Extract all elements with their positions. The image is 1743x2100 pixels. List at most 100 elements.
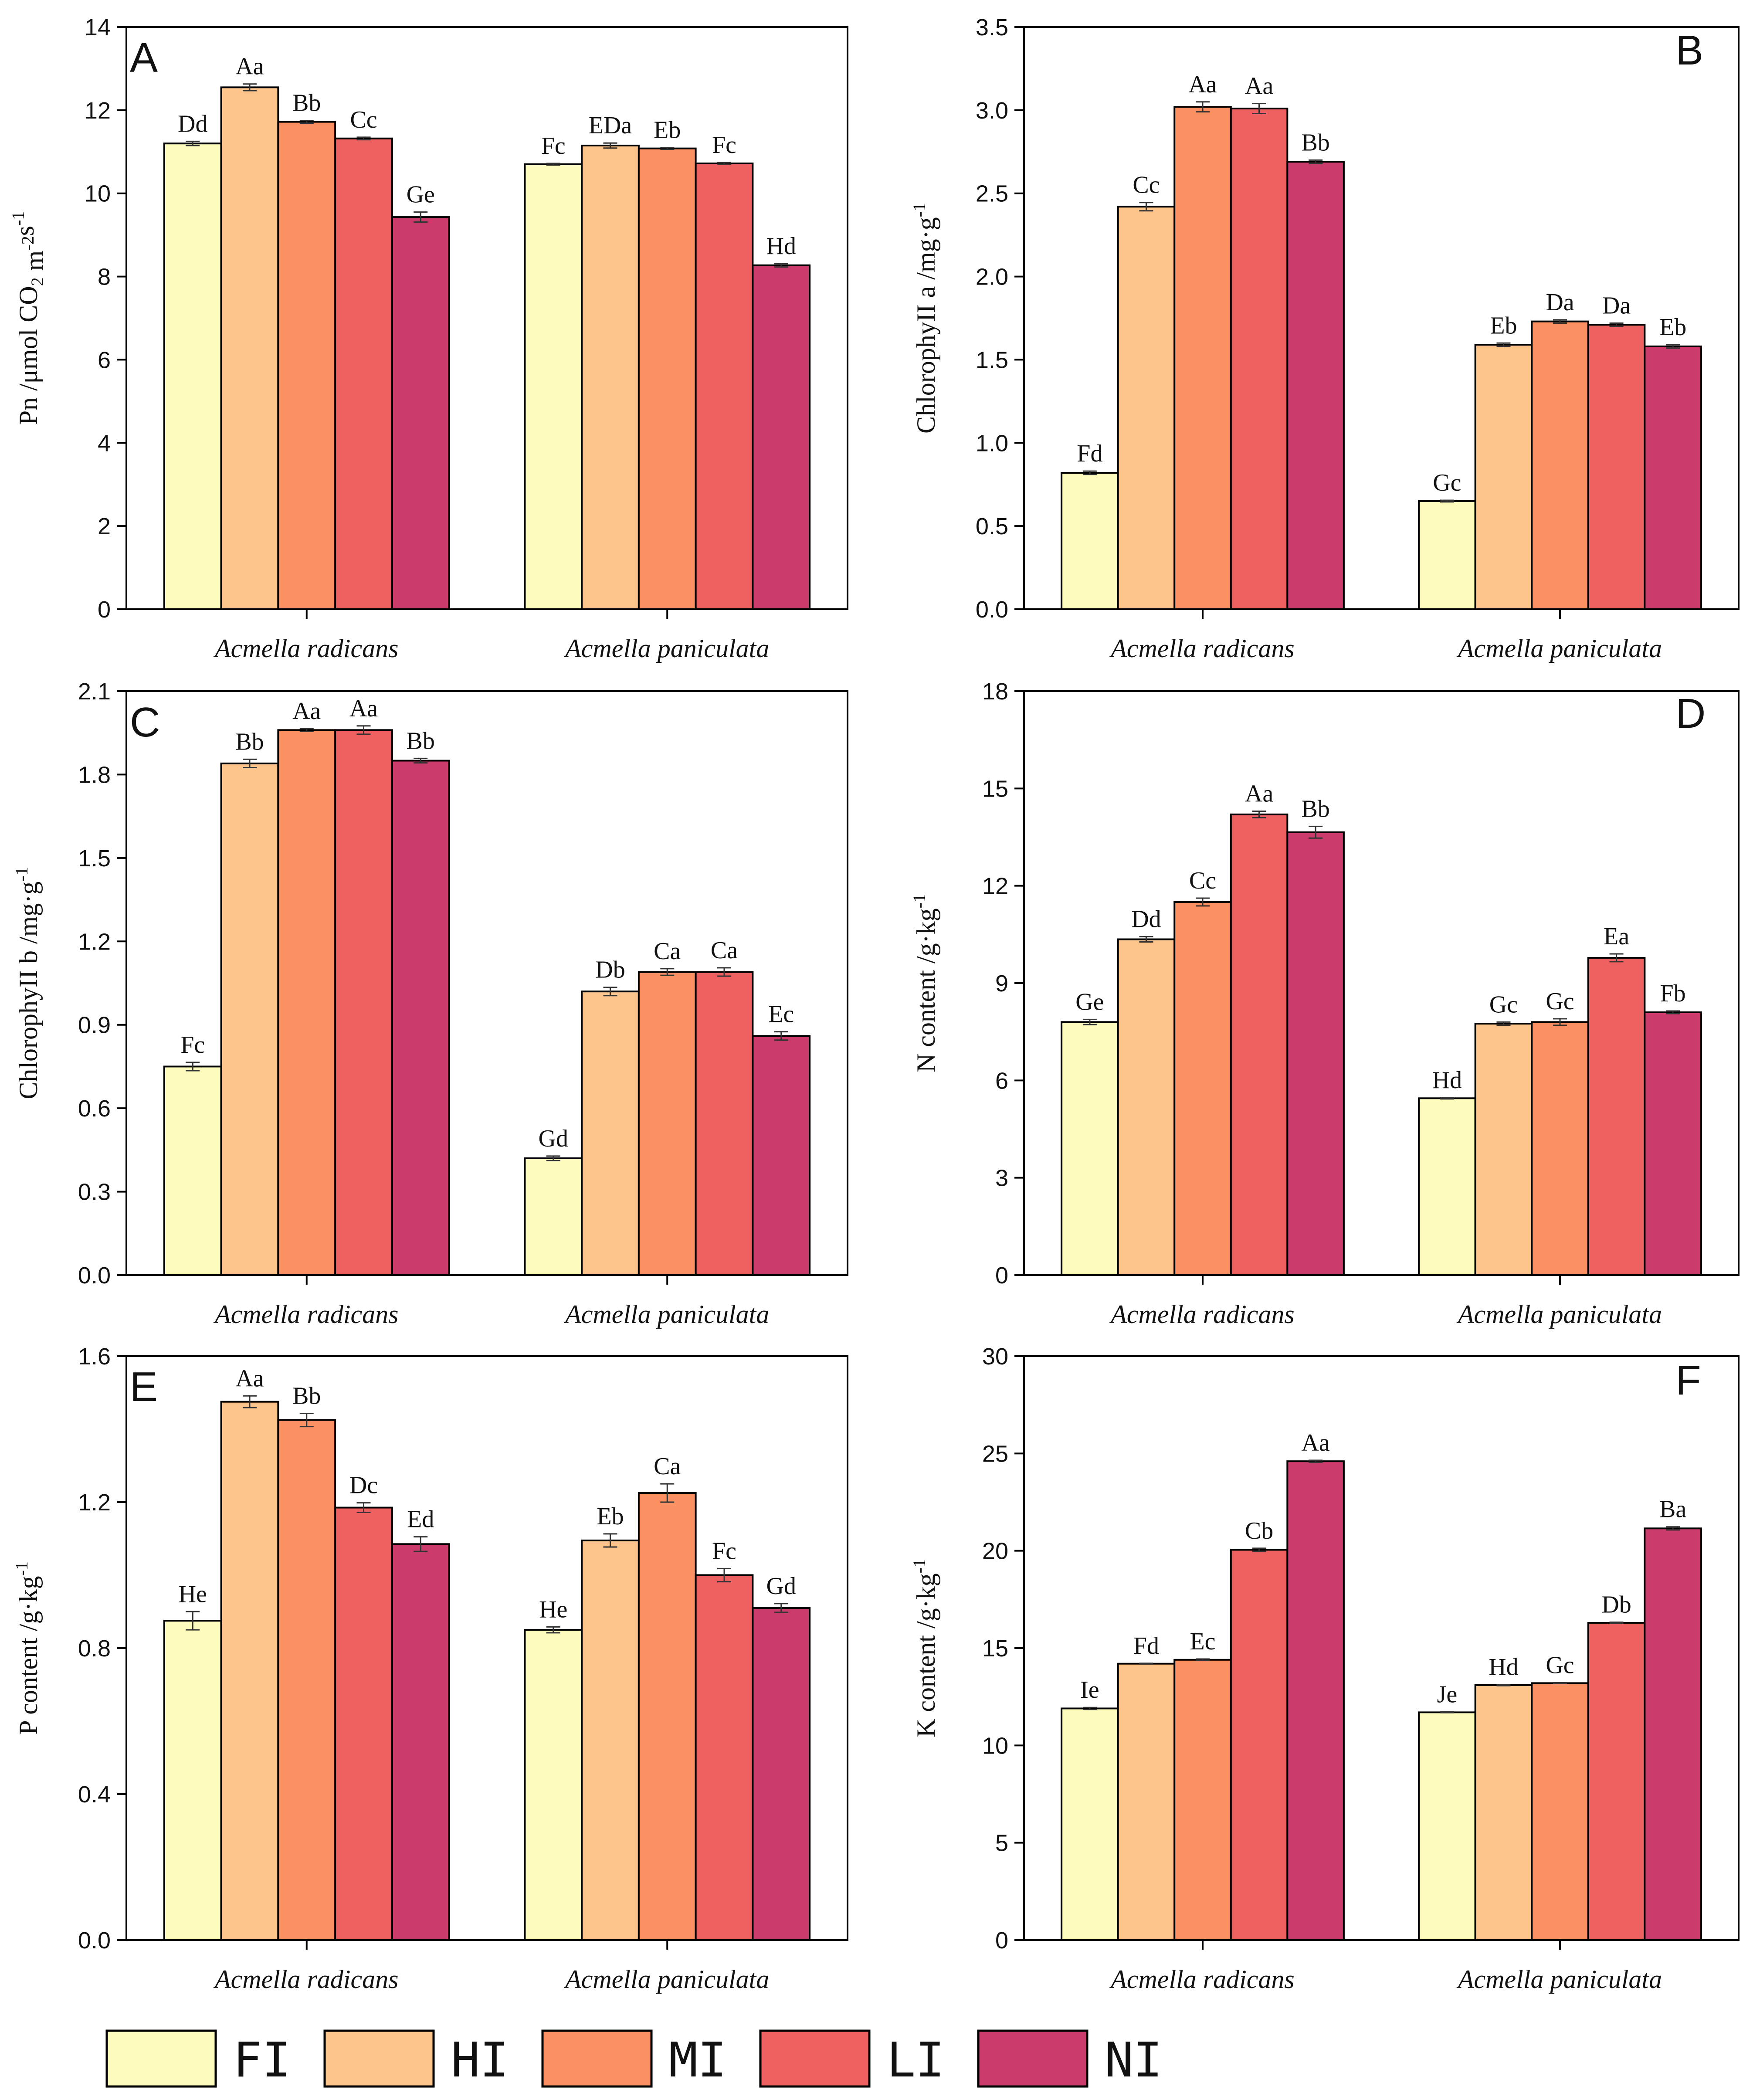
error-bar [1252, 1547, 1266, 1552]
legend-item-mi: MI [541, 2029, 726, 2088]
error-bar [1666, 1526, 1680, 1531]
error-bar [243, 1395, 257, 1408]
y-tick-label: 1.5 [78, 845, 111, 872]
panel-letter: C [130, 699, 160, 746]
bar-hi [1117, 206, 1176, 611]
bar-mi [638, 147, 697, 610]
data-label: Bb [1301, 129, 1329, 156]
bar-li [334, 137, 393, 611]
error-bar [1496, 1021, 1511, 1026]
bar-hi [581, 144, 640, 610]
data-label: Bb [235, 728, 264, 755]
data-label: Ba [1659, 1496, 1686, 1523]
error-bar [1553, 1018, 1567, 1026]
legend: FI HI MI LI NI [105, 2029, 1162, 2088]
bar-ni [391, 760, 450, 1276]
data-label: Ca [711, 937, 738, 964]
bar-li [1230, 813, 1289, 1276]
y-axis-label: P content /g·kg-1 [12, 1561, 43, 1735]
bar-li [1230, 1549, 1289, 1941]
error-bar [1139, 1662, 1153, 1665]
y-tick-label: 0.0 [78, 1927, 111, 1954]
error-bar [1082, 1706, 1097, 1710]
legend-swatch [323, 2029, 435, 2088]
data-label: Ca [654, 938, 681, 965]
y-tick-label: 1.2 [78, 929, 111, 955]
bar-hi [1474, 1023, 1533, 1276]
data-label: Ed [407, 1506, 434, 1533]
y-tick-label: 2 [98, 513, 111, 539]
data-label: Je [1437, 1681, 1458, 1708]
bar-fi [163, 1620, 222, 1941]
legend-label: HI [451, 2032, 509, 2088]
data-label: EDa [589, 112, 632, 139]
bar-fi [1061, 472, 1119, 610]
error-bar [299, 120, 314, 124]
y-tick-label: 14 [85, 14, 111, 41]
y-tick-label: 0 [98, 597, 111, 623]
bar-fi [163, 1065, 222, 1276]
error-bar [356, 136, 371, 141]
error-bar [546, 163, 560, 166]
error-bar [603, 1533, 617, 1548]
data-label: Fd [1077, 440, 1102, 467]
data-label: He [179, 1581, 207, 1608]
data-label: Eb [1659, 314, 1686, 341]
bar-mi [1173, 1659, 1232, 1941]
bar-li [695, 163, 754, 610]
data-label: Cc [350, 106, 377, 133]
error-bar [186, 140, 200, 146]
error-bar [603, 142, 617, 149]
data-label: Gd [766, 1573, 796, 1600]
error-bar [1196, 101, 1210, 113]
error-bar [660, 968, 675, 976]
bar-mi [1173, 901, 1232, 1276]
data-label: Eb [597, 1503, 624, 1530]
bar-mi [277, 1419, 336, 1941]
y-tick-label: 15 [982, 776, 1008, 802]
y-tick-label: 1.0 [976, 430, 1008, 456]
y-axis-label: ChlorophyII a /mg·g-1 [909, 203, 940, 434]
legend-swatch [977, 2029, 1089, 2088]
error-bar [660, 147, 675, 150]
y-tick-label: 1.2 [78, 1489, 111, 1516]
panel-letter: D [1675, 690, 1706, 737]
error-bar [299, 728, 314, 733]
legend-label: LI [887, 2032, 944, 2088]
error-bar [1196, 897, 1210, 907]
error-bar [603, 987, 617, 997]
error-bar [1252, 810, 1266, 818]
data-label: Fc [712, 1537, 736, 1564]
y-tick-label: 1.5 [976, 347, 1008, 373]
panel-letter: B [1675, 27, 1703, 74]
panel-letter: E [130, 1364, 158, 1410]
bar-fi [524, 1157, 583, 1276]
bar-hi [220, 1401, 279, 1941]
bar-ni [752, 1607, 811, 1941]
data-label: Eb [1490, 312, 1517, 339]
data-label: Db [595, 957, 625, 984]
y-tick-label: 3.5 [976, 14, 1008, 41]
error-bar [1252, 103, 1266, 114]
data-label: Gc [1546, 1652, 1574, 1679]
data-label: Aa [292, 698, 321, 725]
y-tick-label: 3 [995, 1165, 1008, 1191]
y-tick-label: 9 [995, 970, 1008, 997]
x-category-label: Acmella paniculata [563, 1300, 769, 1329]
data-label: Gc [1433, 469, 1461, 496]
data-label: Aa [1245, 780, 1273, 807]
panel-letter: A [130, 34, 158, 81]
error-bar [1309, 159, 1323, 164]
data-label: Gd [539, 1125, 568, 1152]
x-category-label: Acmella radicans [213, 1965, 399, 1994]
error-bar [186, 1611, 200, 1631]
error-bar [1609, 322, 1624, 327]
data-label: Ca [654, 1453, 681, 1480]
error-bar [774, 263, 788, 268]
legend-item-fi: FI [105, 2029, 291, 2088]
bar-fi [1418, 500, 1476, 611]
y-tick-label: 0.4 [78, 1781, 111, 1808]
panel-f: 0 5 10 15 20 25 30 K content /g·kg-1 F Acmella ra… [909, 1343, 1740, 1994]
y-axis-label: Pn /μmol CO2 m-2s-1 [8, 211, 49, 425]
legend-item-hi: HI [323, 2029, 509, 2088]
